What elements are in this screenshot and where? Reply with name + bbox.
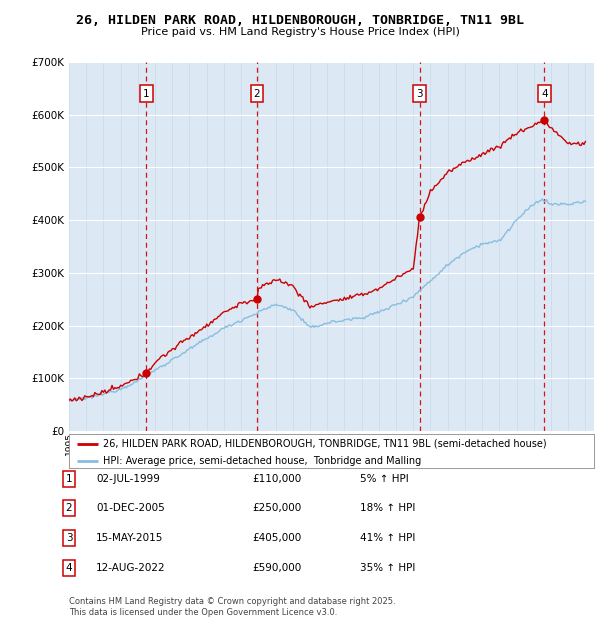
Text: 18% ↑ HPI: 18% ↑ HPI [360, 503, 415, 513]
Text: 01-DEC-2005: 01-DEC-2005 [96, 503, 165, 513]
Text: 12-AUG-2022: 12-AUG-2022 [96, 563, 166, 573]
Text: HPI: Average price, semi-detached house,  Tonbridge and Malling: HPI: Average price, semi-detached house,… [103, 456, 421, 466]
Text: 41% ↑ HPI: 41% ↑ HPI [360, 533, 415, 543]
Text: £110,000: £110,000 [252, 474, 301, 484]
Text: 1: 1 [143, 89, 150, 99]
Text: £250,000: £250,000 [252, 503, 301, 513]
Text: Price paid vs. HM Land Registry's House Price Index (HPI): Price paid vs. HM Land Registry's House … [140, 27, 460, 37]
Text: 4: 4 [541, 89, 548, 99]
Text: £590,000: £590,000 [252, 563, 301, 573]
Text: Contains HM Land Registry data © Crown copyright and database right 2025.
This d: Contains HM Land Registry data © Crown c… [69, 598, 395, 617]
Text: £405,000: £405,000 [252, 533, 301, 543]
Text: 1: 1 [65, 474, 73, 484]
Text: 3: 3 [65, 533, 73, 543]
Text: 2: 2 [65, 503, 73, 513]
Text: 26, HILDEN PARK ROAD, HILDENBOROUGH, TONBRIDGE, TN11 9BL (semi-detached house): 26, HILDEN PARK ROAD, HILDENBOROUGH, TON… [103, 438, 547, 448]
Text: 02-JUL-1999: 02-JUL-1999 [96, 474, 160, 484]
Text: 26, HILDEN PARK ROAD, HILDENBOROUGH, TONBRIDGE, TN11 9BL: 26, HILDEN PARK ROAD, HILDENBOROUGH, TON… [76, 14, 524, 27]
Text: 3: 3 [416, 89, 423, 99]
Text: 4: 4 [65, 563, 73, 573]
Text: 15-MAY-2015: 15-MAY-2015 [96, 533, 163, 543]
Text: 35% ↑ HPI: 35% ↑ HPI [360, 563, 415, 573]
Text: 2: 2 [254, 89, 260, 99]
Text: 5% ↑ HPI: 5% ↑ HPI [360, 474, 409, 484]
